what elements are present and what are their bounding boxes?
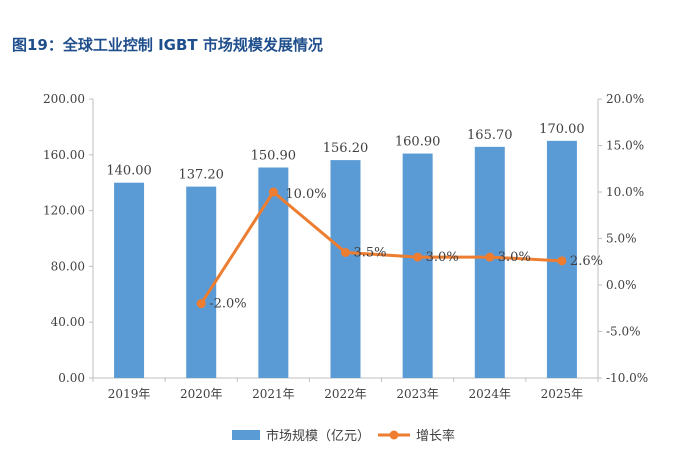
bar-data-label: 137.20 [178, 168, 224, 183]
growth-data-label: 3.0% [426, 250, 459, 265]
bar-data-label: 160.90 [395, 135, 441, 150]
growth-point [413, 252, 423, 262]
growth-point [341, 247, 350, 257]
y-left-tick-label: 0.00 [58, 371, 85, 385]
bar [258, 167, 289, 378]
x-tick-label: 2020年 [180, 387, 223, 401]
growth-data-label: 3.5% [354, 245, 387, 260]
y-right-tick-label: -10.0% [606, 371, 648, 385]
y-left-tick-label: 160.00 [43, 148, 85, 162]
growth-data-label: 10.0% [285, 187, 326, 202]
growth-point [557, 256, 567, 266]
y-right-tick-label: 5.0% [606, 232, 637, 246]
x-tick-label: 2024年 [469, 387, 512, 401]
bar [474, 146, 505, 378]
bar-data-label: 140.00 [106, 164, 152, 179]
legend-label-bar: 市场规模（亿元） [266, 428, 370, 444]
growth-data-label: 3.0% [498, 250, 531, 265]
x-tick-label: 2019年 [108, 387, 151, 401]
y-right-tick-label: 20.0% [606, 92, 644, 106]
growth-point [268, 187, 278, 197]
x-tick-label: 2021年 [252, 387, 295, 401]
y-right-tick-label: -5.0% [606, 325, 641, 339]
bar [402, 153, 433, 378]
bar-data-label: 165.70 [467, 128, 513, 143]
y-right-tick-label: 15.0% [606, 139, 644, 153]
bar [114, 182, 145, 378]
y-right-tick-label: 10.0% [606, 185, 644, 199]
growth-line [199, 190, 563, 305]
figure-title: 图19：全球工业控制 IGBT 市场规模发展情况 [12, 36, 323, 54]
x-tick-label: 2023年 [396, 387, 439, 401]
y-left-tick-label: 200.00 [43, 92, 85, 106]
x-tick-label: 2022年 [324, 387, 367, 401]
y-left-tick-label: 120.00 [43, 204, 85, 218]
y-left-tick-label: 40.00 [51, 315, 85, 329]
bar-data-label: 150.90 [251, 148, 297, 163]
bar-data-label: 156.20 [323, 141, 369, 156]
legend-label-line: 增长率 [416, 428, 455, 444]
bar-data-label: 170.00 [539, 122, 585, 137]
y-right-tick-label: 0.0% [606, 278, 637, 292]
growth-data-label: 2.6% [570, 254, 603, 269]
growth-data-label: -2.0% [209, 297, 246, 312]
bar [186, 186, 217, 378]
legend-swatch-marker [389, 430, 399, 440]
growth-point [196, 299, 206, 309]
x-tick-label: 2025年 [541, 387, 584, 401]
y-left-tick-label: 80.00 [51, 259, 85, 273]
bar [330, 160, 361, 378]
legend-swatch-bar [232, 430, 260, 440]
growth-point [485, 252, 495, 262]
